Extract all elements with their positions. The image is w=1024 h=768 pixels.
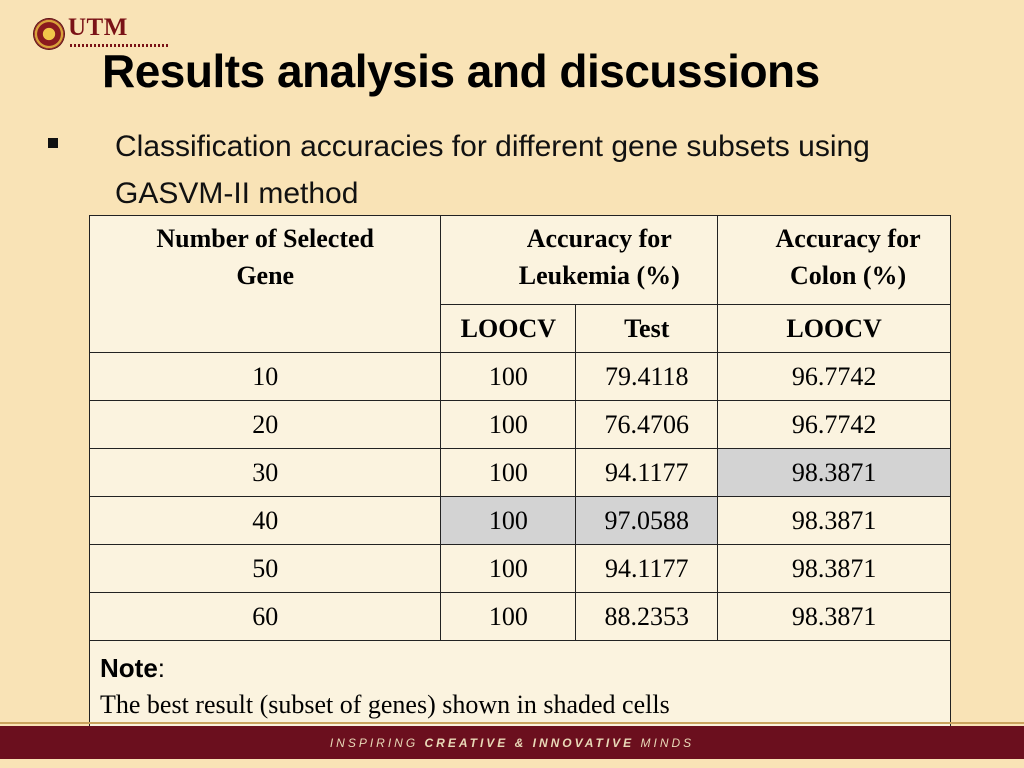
cell-gene-count: 10 (88, 352, 442, 401)
footer-bottom-band (0, 759, 1024, 768)
note-colon: : (157, 652, 166, 683)
note-row: Note: The best result (subset of genes) … (89, 640, 951, 732)
cell-leukemia-loocv: 100 (440, 448, 577, 497)
cell-leukemia-test: 76.4706 (575, 400, 719, 449)
subheader-leukemia-test: Test (575, 304, 719, 353)
cell-leukemia-loocv: 100 (440, 352, 577, 401)
cell-leukemia-test: 94.1177 (575, 544, 719, 593)
table-row: 20 100 76.4706 96.7742 (88, 400, 951, 449)
cell-leukemia-test: 79.4118 (575, 352, 719, 401)
cell-leukemia-loocv: 100 (440, 544, 577, 593)
cell-gene-count: 40 (88, 496, 442, 545)
cell-leukemia-loocv: 100 (440, 400, 577, 449)
note-text: The best result (subset of genes) shown … (100, 689, 670, 719)
cell-gene-count: 60 (88, 592, 442, 641)
cell-colon-loocv: 96.7742 (717, 352, 951, 401)
footer-tagline-end: MINDS (634, 735, 695, 750)
utm-logo: UTM (34, 14, 170, 54)
table-row: 30 100 94.1177 98.3871 (88, 448, 951, 497)
bullet-square-icon (48, 138, 58, 148)
cell-leukemia-test: 94.1177 (575, 448, 719, 497)
cell-colon-loocv: 96.7742 (717, 400, 951, 449)
table-row: 40 100 97.0588 98.3871 (88, 496, 951, 545)
bullet-text: Classification accuracies for different … (115, 130, 870, 210)
footer-divider (0, 722, 1024, 724)
cell-gene-count: 30 (88, 448, 442, 497)
cell-leukemia-loocv-best: 100 (440, 496, 577, 545)
utm-seal-icon (34, 19, 64, 49)
header-number-of-genes: Number of Selected Gene (88, 215, 442, 353)
cell-colon-loocv: 98.3871 (717, 496, 951, 545)
footer-banner: INSPIRING CREATIVE & INNOVATIVE MINDS (0, 726, 1024, 759)
cell-colon-loocv-best: 98.3871 (717, 448, 951, 497)
cell-colon-loocv: 98.3871 (717, 592, 951, 641)
table-row: 50 100 94.1177 98.3871 (88, 544, 951, 593)
cell-leukemia-test: 88.2353 (575, 592, 719, 641)
note-cell: Note: The best result (subset of genes) … (89, 640, 951, 732)
note-label: Note (100, 652, 158, 683)
table-row: 10 100 79.4118 96.7742 (88, 352, 951, 401)
cell-leukemia-test-best: 97.0588 (575, 496, 719, 545)
slide-title: Results analysis and discussions (102, 45, 820, 97)
cell-gene-count: 50 (88, 544, 442, 593)
table-row: 60 100 88.2353 98.3871 (88, 592, 951, 641)
header-leukemia-accuracy: Accuracy for Leukemia (%) (440, 215, 719, 305)
cell-gene-count: 20 (88, 400, 442, 449)
footer-tagline-strong: CREATIVE & INNOVATIVE (424, 735, 635, 750)
header-colon-accuracy: Accuracy for Colon (%) (717, 215, 951, 305)
subheader-colon-loocv: LOOCV (717, 304, 951, 353)
cell-leukemia-loocv: 100 (440, 592, 577, 641)
logo-subtitle-line (70, 44, 170, 47)
cell-colon-loocv: 98.3871 (717, 544, 951, 593)
utm-wordmark: UTM (68, 14, 170, 51)
results-table: Number of Selected Gene Accuracy for Leu… (88, 215, 951, 732)
footer-tagline-start: INSPIRING (329, 735, 425, 750)
logo-text: UTM (68, 14, 128, 41)
subheader-leukemia-loocv: LOOCV (440, 304, 577, 353)
